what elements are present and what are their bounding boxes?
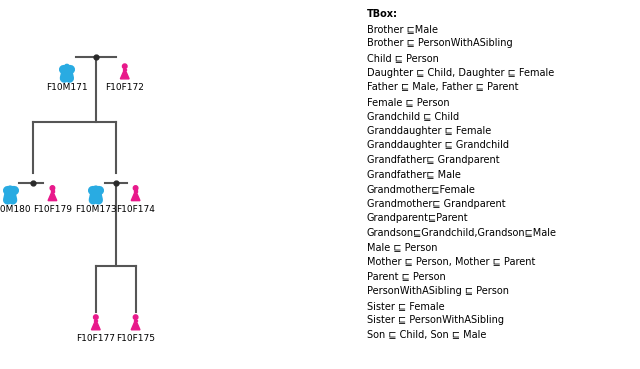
Polygon shape [131,190,140,201]
Circle shape [65,64,69,69]
Text: F10F174: F10F174 [116,205,155,214]
Bar [8,189,12,194]
Bar [51,190,54,192]
Circle shape [8,186,12,191]
Text: Granddaughter ⊑ Female: Granddaughter ⊑ Female [367,126,491,136]
Text: F10M180: F10M180 [0,205,31,214]
Circle shape [133,315,138,320]
Text: F10M171: F10M171 [46,83,88,92]
Text: PersonWithASibling ⊑ Person: PersonWithASibling ⊑ Person [367,286,509,296]
Circle shape [93,186,98,191]
Text: Grandfather⊑ Grandparent: Grandfather⊑ Grandparent [367,155,499,165]
Text: Brother ⊑Male: Brother ⊑Male [367,24,438,34]
Text: Mother ⊑ Person, Mother ⊑ Parent: Mother ⊑ Person, Mother ⊑ Parent [367,257,535,267]
Text: Child ⊑ Person: Child ⊑ Person [367,53,438,63]
Text: F10F175: F10F175 [116,334,155,343]
Polygon shape [131,320,140,330]
Text: Granddaughter ⊑ Grandchild: Granddaughter ⊑ Grandchild [367,141,509,151]
Bar [134,320,137,321]
Text: Sister ⊑ Female: Sister ⊑ Female [367,301,444,311]
Text: Father ⊑ Male, Father ⊑ Parent: Father ⊑ Male, Father ⊑ Parent [367,82,518,92]
Text: Daughter ⊑ Child, Daughter ⊑ Female: Daughter ⊑ Child, Daughter ⊑ Female [367,68,554,77]
Bar [134,190,137,192]
Text: Grandmother⊑Female: Grandmother⊑Female [367,184,476,194]
Text: Grandson⊑Grandchild,Grandson⊑Male: Grandson⊑Grandchild,Grandson⊑Male [367,228,557,238]
Text: Grandmother⊑ Grandparent: Grandmother⊑ Grandparent [367,199,505,209]
Text: Grandfather⊑ Male: Grandfather⊑ Male [367,170,460,180]
Text: F10F172: F10F172 [106,83,144,92]
Text: F10F179: F10F179 [33,205,72,214]
Text: F10M173: F10M173 [75,205,116,214]
Circle shape [122,64,127,69]
Text: F10F177: F10F177 [76,334,115,343]
Text: TBox:: TBox: [367,9,397,19]
Circle shape [93,315,98,320]
Text: Female ⊑ Person: Female ⊑ Person [367,97,449,107]
Circle shape [133,186,138,190]
Bar [65,67,68,73]
Polygon shape [92,320,100,330]
Text: Grandchild ⊑ Child: Grandchild ⊑ Child [367,111,459,121]
Circle shape [50,186,54,190]
Polygon shape [48,190,57,201]
Bar [94,189,98,194]
Bar [124,69,126,70]
Text: Parent ⊑ Person: Parent ⊑ Person [367,272,445,282]
Bar [95,320,97,321]
Text: Son ⊑ Child, Son ⊑ Male: Son ⊑ Child, Son ⊑ Male [367,330,486,340]
Text: Sister ⊑ PersonWithASibling: Sister ⊑ PersonWithASibling [367,315,504,325]
Text: Male ⊑ Person: Male ⊑ Person [367,242,437,252]
Polygon shape [120,69,129,79]
Text: Brother ⊑ PersonWithASibling: Brother ⊑ PersonWithASibling [367,38,512,48]
Text: Grandparent⊑Parent: Grandparent⊑Parent [367,213,468,223]
